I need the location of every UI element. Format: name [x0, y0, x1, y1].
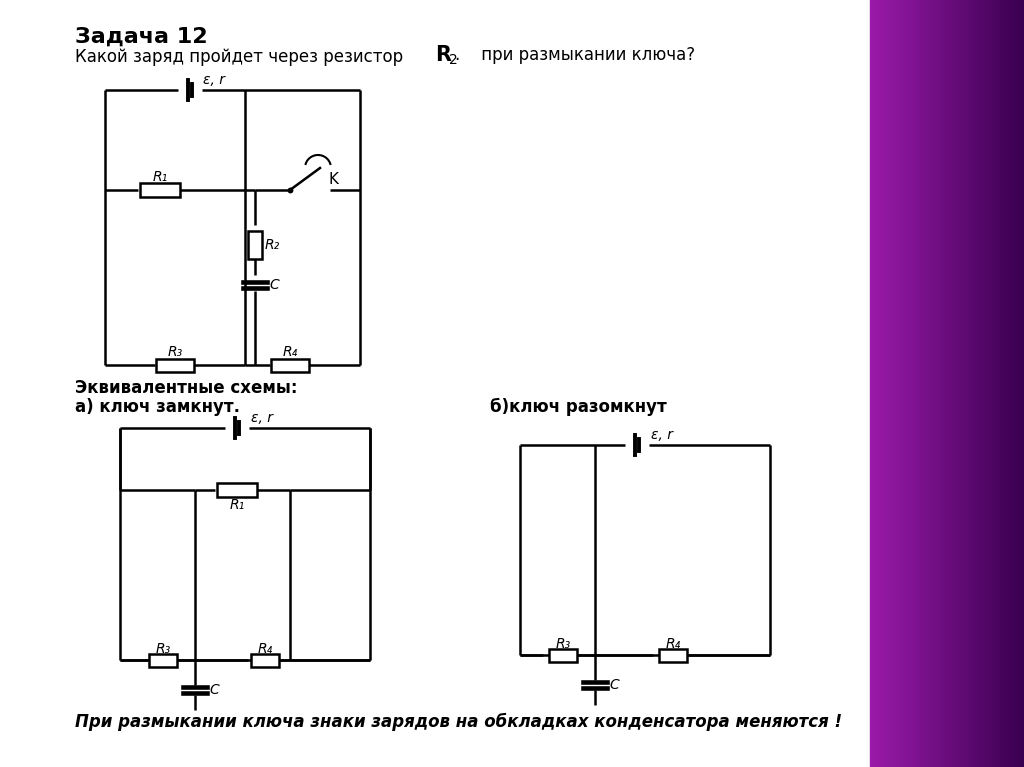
Text: R₃: R₃ — [555, 637, 570, 651]
Text: R₂: R₂ — [265, 238, 281, 252]
Text: K: K — [328, 173, 338, 187]
Bar — [248, 231, 262, 259]
Bar — [271, 358, 309, 371]
Text: R₁: R₁ — [153, 170, 168, 184]
Text: C: C — [609, 678, 618, 692]
Text: 2: 2 — [449, 53, 458, 67]
Text: R₁: R₁ — [229, 498, 245, 512]
Bar — [659, 649, 687, 661]
Text: Задача 12: Задача 12 — [75, 27, 208, 47]
Text: ε, r: ε, r — [251, 411, 273, 425]
Bar — [217, 483, 257, 497]
Text: R₄: R₄ — [283, 345, 298, 359]
Bar — [140, 183, 180, 197]
Bar — [150, 653, 177, 667]
Text: R₃: R₃ — [167, 345, 182, 359]
Text: Какой заряд пройдет через резистор: Какой заряд пройдет через резистор — [75, 48, 403, 66]
Text: R: R — [435, 45, 451, 65]
Text: R₃: R₃ — [156, 642, 171, 656]
Text: R₄: R₄ — [666, 637, 681, 651]
Bar — [549, 649, 577, 661]
Text: R₄: R₄ — [257, 642, 272, 656]
Text: б)ключ разомкнут: б)ключ разомкнут — [490, 398, 667, 416]
Text: C: C — [209, 683, 219, 697]
Text: ε, r: ε, r — [651, 428, 673, 442]
Text: Эквивалентные схемы:: Эквивалентные схемы: — [75, 379, 298, 397]
Bar — [251, 653, 279, 667]
Bar — [156, 358, 194, 371]
Text: C: C — [269, 278, 279, 292]
Text: .    при размыкании ключа?: . при размыкании ключа? — [455, 46, 695, 64]
Text: а) ключ замкнут.: а) ключ замкнут. — [75, 398, 240, 416]
Text: ε, r: ε, r — [203, 73, 225, 87]
Text: При размыкании ключа знаки зарядов на обкладках конденсатора меняются !: При размыкании ключа знаки зарядов на об… — [75, 713, 842, 731]
